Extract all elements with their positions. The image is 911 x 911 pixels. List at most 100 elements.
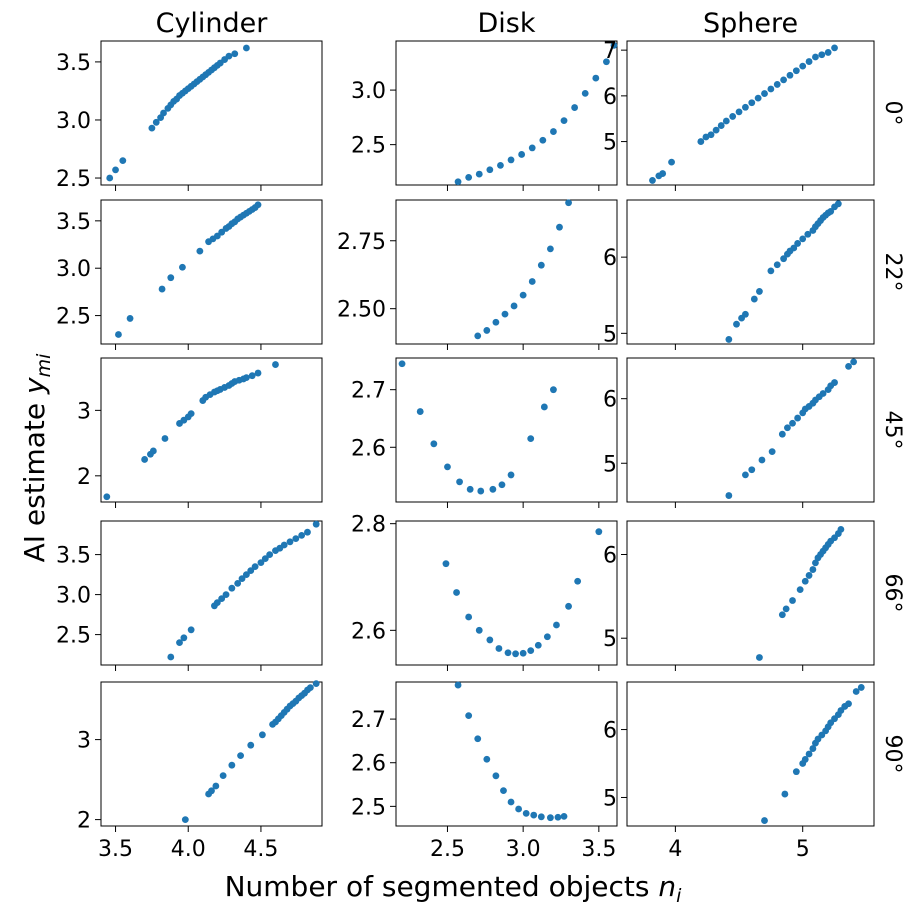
data-point: [659, 170, 667, 177]
data-point: [228, 761, 236, 769]
data-point: [729, 113, 737, 120]
y-tick-label: 3.5: [56, 51, 91, 76]
data-point: [500, 787, 507, 795]
data-point: [845, 700, 852, 708]
data-point: [781, 790, 789, 798]
data-point: [465, 712, 473, 719]
data-point: [231, 50, 239, 58]
data-point: [444, 463, 451, 471]
data-point: [312, 520, 320, 528]
data-point: [176, 639, 183, 646]
panel-frame: [626, 520, 875, 666]
data-point: [112, 166, 119, 174]
data-point: [518, 151, 526, 158]
data-point: [592, 74, 600, 82]
panel-frame: [395, 199, 618, 345]
data-point: [242, 374, 250, 382]
y-tick-label: 2.8: [351, 513, 386, 538]
y-tick-label: 6: [603, 85, 617, 110]
data-point: [554, 813, 562, 821]
row-label-3: 66°: [880, 574, 905, 613]
data-point: [773, 81, 781, 88]
data-point: [610, 41, 618, 49]
y-tick-label: 5: [603, 452, 617, 477]
y-tick-label: 6: [603, 388, 617, 413]
data-point: [475, 170, 483, 178]
data-point: [312, 680, 320, 687]
y-tick-label: 5: [603, 627, 617, 652]
data-point: [761, 90, 768, 97]
data-point: [819, 390, 827, 397]
panel-frame: [100, 520, 323, 666]
data-point: [792, 768, 800, 776]
data-point: [528, 278, 536, 285]
data-point: [792, 67, 800, 75]
data-point: [453, 589, 460, 596]
data-point: [540, 403, 548, 411]
data-point: [483, 755, 491, 763]
y-tick-label: 2.5: [56, 305, 91, 330]
panel-frame: [626, 681, 875, 827]
data-point: [778, 611, 786, 619]
panel-cylinder-3: 2.5 3.0 3.5: [56, 520, 323, 671]
data-point: [416, 408, 424, 415]
data-point: [534, 641, 542, 649]
data-point: [801, 756, 809, 763]
data-point: [454, 681, 462, 689]
data-point: [784, 424, 791, 432]
data-point: [507, 471, 515, 479]
data-point: [507, 156, 515, 164]
data-point: [790, 244, 798, 252]
y-tick-label: 6: [603, 719, 617, 744]
data-point: [501, 310, 509, 318]
x-tick-label: 4: [668, 837, 682, 862]
panel-cylinder-0: 2.5 3.0 3.5: [56, 40, 323, 192]
data-point: [519, 649, 527, 657]
data-point: [767, 85, 775, 93]
data-point: [556, 223, 563, 231]
data-point: [767, 267, 775, 275]
panel-frame: [626, 40, 875, 186]
data-point: [454, 178, 462, 186]
data-point: [805, 572, 813, 579]
data-point: [537, 261, 545, 269]
data-point: [465, 173, 473, 181]
data-point: [850, 358, 858, 366]
data-point: [812, 53, 819, 61]
data-point: [141, 456, 149, 463]
data-point: [167, 653, 175, 661]
y-tick-label: 2.5: [351, 134, 386, 159]
data-point: [515, 805, 523, 813]
y-tick-label: 5: [603, 322, 617, 347]
data-point: [809, 566, 817, 573]
panel-sphere-3: 56: [603, 520, 875, 671]
y-tick-label: 6: [603, 543, 617, 568]
data-point: [228, 584, 236, 592]
data-point: [489, 485, 497, 493]
y-tick-label: 3.0: [56, 257, 91, 282]
data-point: [179, 263, 186, 271]
row-label-2: 45°: [880, 411, 905, 450]
data-point: [218, 595, 226, 602]
data-point: [537, 813, 545, 821]
data-point: [148, 124, 156, 132]
data-point: [796, 586, 804, 594]
y-tick-label: 2: [77, 465, 91, 490]
y-tick-label: 2.7: [351, 379, 386, 404]
panel-disk-3: 2.6 2.8: [351, 513, 618, 671]
panel-disk-4: 2.5 2.6 2.7 2.5 3.0 3.5: [351, 681, 618, 862]
data-point: [507, 798, 515, 806]
data-point: [717, 122, 725, 129]
data-point: [442, 560, 450, 568]
panel-cylinder-1: 2.5 3.0 3.5: [56, 199, 323, 350]
data-point: [778, 430, 786, 438]
data-point: [809, 745, 817, 752]
y-tick-label: 3.0: [351, 79, 386, 104]
data-point: [768, 448, 776, 456]
data-point: [571, 104, 579, 111]
data-point: [242, 44, 250, 52]
data-point: [702, 133, 710, 141]
y-axis-label-subscript: mi: [33, 353, 55, 378]
data-point: [799, 235, 807, 243]
data-point: [794, 240, 802, 247]
